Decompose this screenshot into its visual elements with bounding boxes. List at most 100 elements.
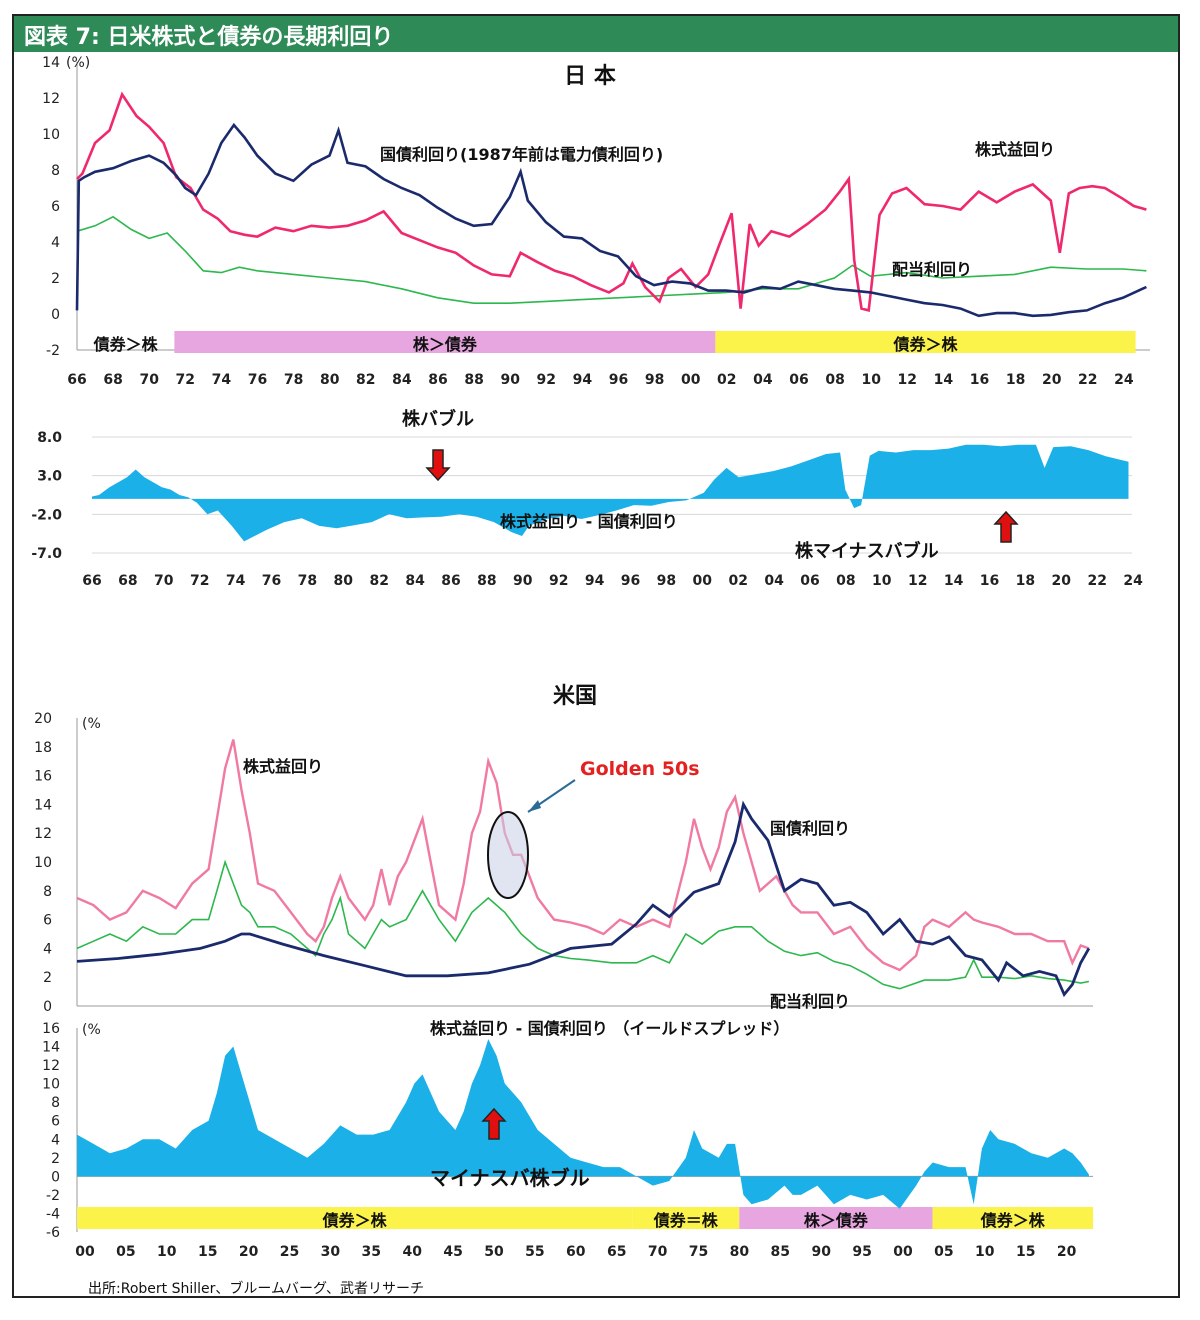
jp-ytick-6: 10 — [42, 127, 60, 143]
us-negative-bubble-arrow — [481, 1107, 507, 1140]
jp-xtick-7: 80 — [320, 372, 340, 388]
us-xtick-5: 25 — [280, 1244, 299, 1260]
us-regime-label-1: 債券＝株 — [653, 1211, 719, 1230]
jp-ytick-0: -2 — [46, 343, 60, 359]
jp-xtick-25: 16 — [970, 372, 989, 388]
jp-spread-xtick-9: 84 — [405, 573, 425, 589]
us-spread-ytick-1: -4 — [46, 1206, 60, 1222]
us-xtick-9: 45 — [443, 1244, 462, 1260]
jp-spread-xtick-18: 02 — [728, 573, 747, 589]
us-ytick-3: 6 — [43, 913, 52, 929]
us-dividend-yield-line — [76, 859, 1090, 990]
us-golden-50s-highlight — [487, 811, 529, 899]
us-regime-band-3 — [932, 1207, 1093, 1229]
jp-spread-xtick-12: 90 — [513, 573, 533, 589]
jp-xtick-28: 22 — [1078, 372, 1097, 388]
us-xtick-15: 75 — [689, 1244, 708, 1260]
jp-xtick-17: 00 — [681, 372, 701, 388]
jp-xtick-18: 02 — [717, 372, 736, 388]
jp-bond-label: 国債利回り(1987年前は電力債利回り) — [380, 145, 663, 164]
jp-spread-ytick-2: -2.0 — [31, 507, 62, 523]
us-bond-yield-line — [76, 800, 1091, 998]
us-xtick-13: 65 — [607, 1244, 626, 1260]
us-xtick-20: 00 — [893, 1244, 913, 1260]
jp-xtick-10: 86 — [428, 372, 447, 388]
jp-ytick-4: 6 — [51, 199, 60, 215]
us-spread-ytick-5: 4 — [51, 1132, 60, 1148]
jp-spread-xtick-4: 74 — [226, 573, 246, 589]
us-xtick-2: 10 — [157, 1244, 177, 1260]
us-ytick-8: 16 — [34, 769, 52, 785]
jp-ytick-7: 12 — [42, 91, 60, 107]
us-ytick-10: 20 — [34, 711, 52, 727]
jp-xtick-15: 96 — [609, 372, 628, 388]
jp-xtick-26: 18 — [1006, 372, 1025, 388]
jp-regime-label-2: 債券＞株 — [892, 335, 958, 354]
jp-dividend-yield-line — [76, 215, 1147, 305]
jp-xtick-0: 66 — [67, 372, 86, 388]
jp-xtick-22: 10 — [861, 372, 881, 388]
us-xtick-21: 05 — [934, 1244, 953, 1260]
us-stock-yield-line — [76, 739, 1090, 972]
us-xtick-0: 00 — [75, 1244, 95, 1260]
jp-spread-xtick-21: 08 — [836, 573, 855, 589]
figure-title: 図表 7: 日米株式と債券の長期利回り — [24, 25, 394, 50]
us-xtick-3: 15 — [198, 1244, 217, 1260]
jp-regime-label-1: 株＞債券 — [413, 335, 478, 354]
us-ytick-4: 8 — [43, 884, 52, 900]
jp-xtick-19: 04 — [753, 372, 773, 388]
jp-spread-xtick-29: 24 — [1123, 573, 1143, 589]
jp-spread-xtick-0: 66 — [82, 573, 101, 589]
us-xtick-24: 20 — [1057, 1244, 1077, 1260]
jp-spread-xtick-7: 80 — [334, 573, 354, 589]
jp-spread-xtick-28: 22 — [1087, 573, 1106, 589]
us-ytick-0: 0 — [43, 999, 52, 1015]
jp-ytick-8: 14 — [42, 55, 60, 71]
jp-spread-xtick-19: 04 — [764, 573, 784, 589]
us-xtick-12: 60 — [566, 1244, 586, 1260]
jp-spread-xtick-20: 06 — [800, 573, 819, 589]
jp-spread-xtick-15: 96 — [621, 573, 640, 589]
us-bond-label: 国債利回り — [770, 819, 850, 838]
us-spread-ytick-0: -6 — [46, 1225, 60, 1241]
us-regime-label-3: 債券＞株 — [980, 1211, 1046, 1230]
jp-spread-xtick-8: 82 — [369, 573, 388, 589]
us-dividend-label: 配当利回り — [770, 992, 850, 1011]
jp-spread-xtick-16: 98 — [657, 573, 676, 589]
us-spread-ytick-7: 8 — [51, 1095, 60, 1111]
us-spread-ytick-9: 12 — [42, 1058, 60, 1074]
jp-bubble-label: 株バブル — [402, 408, 474, 430]
us-xtick-23: 15 — [1016, 1244, 1035, 1260]
us-ytick-1: 2 — [43, 970, 52, 986]
us-xtick-4: 20 — [239, 1244, 259, 1260]
jp-spread-xtick-14: 94 — [585, 573, 605, 589]
us-stock-label: 株式益回り — [243, 757, 323, 776]
jp-stock-yield-line — [76, 91, 1147, 313]
jp-spread-xtick-13: 92 — [549, 573, 568, 589]
jp-spread-xtick-22: 10 — [872, 573, 892, 589]
us-negative-bubble-label: マイナスバ株ブル — [430, 1166, 590, 1190]
jp-xtick-1: 68 — [103, 372, 122, 388]
jp-xtick-20: 06 — [789, 372, 808, 388]
us-xtick-17: 85 — [771, 1244, 790, 1260]
jp-negative-bubble-label: 株マイナスバブル — [795, 540, 939, 562]
jp-xtick-11: 88 — [464, 372, 483, 388]
jp-spread-xtick-1: 68 — [118, 573, 137, 589]
jp-xtick-14: 94 — [573, 372, 593, 388]
title-bar: 図表 7: 日米株式と債券の長期利回り — [14, 16, 1178, 52]
us-y-unit: (% — [82, 716, 101, 732]
source-note: 出所:Robert Shiller、ブルームバーグ、武者リサーチ — [88, 1281, 424, 1297]
us-xtick-18: 90 — [811, 1244, 831, 1260]
us-spread-title: 株式益回り - 国債利回り （イールドスプレッド） — [430, 1019, 789, 1038]
jp-xtick-24: 14 — [934, 372, 954, 388]
jp-negative-bubble-arrow — [993, 510, 1019, 543]
jp-xtick-16: 98 — [645, 372, 664, 388]
jp-spread-ytick-3: -7.0 — [31, 546, 62, 562]
jp-spread-xtick-27: 20 — [1052, 573, 1072, 589]
jp-xtick-6: 78 — [284, 372, 303, 388]
us-xtick-14: 70 — [648, 1244, 668, 1260]
us-chart-title: 米国 — [553, 684, 597, 709]
us-regime-band-2 — [739, 1207, 933, 1229]
us-ytick-5: 10 — [34, 855, 52, 871]
